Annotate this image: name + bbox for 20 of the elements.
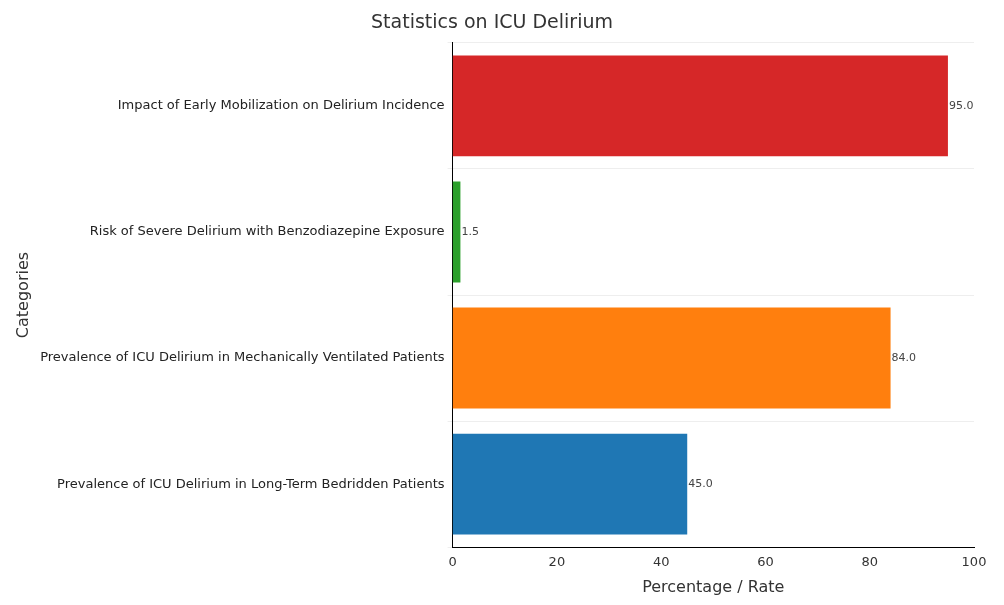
data-label: 95.0 (948, 98, 974, 112)
chart-title: Statistics on ICU Delirium (371, 10, 613, 33)
x-tick-label: 0 (448, 554, 457, 570)
bar (452, 433, 688, 535)
data-label: 84.0 (891, 350, 917, 364)
y-tick-label: Prevalence of ICU Delirium in Mechanically Ventilated Patients (40, 349, 445, 365)
data-label: 1.5 (461, 224, 479, 238)
y-tick-label: Prevalence of ICU Delirium in Long-Term Bedridden Patients (57, 475, 445, 491)
x-tick-label: 100 (961, 554, 987, 570)
x-tick-label: 60 (757, 554, 774, 570)
bar (452, 55, 948, 157)
x-tick-label: 20 (548, 554, 566, 570)
y-axis-title: Categories (12, 251, 32, 339)
bar (452, 307, 891, 409)
x-tick-label: 40 (652, 554, 670, 570)
x-axis-title: Percentage / Rate (642, 576, 785, 596)
y-tick-label: Impact of Early Mobilization on Delirium Incidence (117, 97, 445, 113)
x-tick-label: 80 (861, 554, 878, 570)
y-tick-label: Risk of Severe Delirium with Benzodiazepine Exposure (89, 223, 445, 239)
data-label: 45.0 (688, 477, 713, 491)
